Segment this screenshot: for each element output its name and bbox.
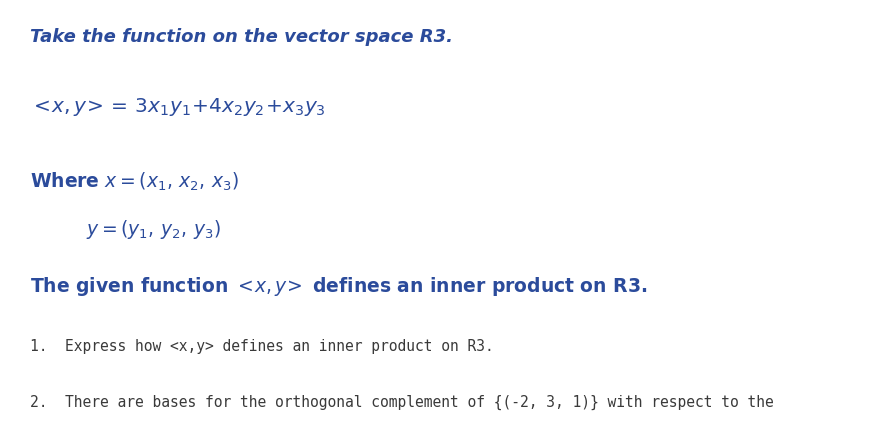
Text: The given function $<\!x,y\!>$ defines an inner product on R3.: The given function $<\!x,y\!>$ defines a… [30,275,647,298]
Text: Take the function on the vector space R3.: Take the function on the vector space R3… [30,28,453,46]
Text: $<\!x,y\!> = \,3x_1y_1\!+\!4x_2y_2\!+\!x_3y_3$: $<\!x,y\!> = \,3x_1y_1\!+\!4x_2y_2\!+\!x… [30,96,325,118]
Text: $\mathit{y} = (y_1,\, y_2,\, y_3)$: $\mathit{y} = (y_1,\, y_2,\, y_3)$ [86,217,221,240]
Text: 1.  Express how <x,y> defines an inner product on R3.: 1. Express how <x,y> defines an inner pr… [30,339,494,354]
Text: $\mathbf{Where}\ \mathit{x} = (x_1,\, x_2,\, x_3)$: $\mathbf{Where}\ \mathit{x} = (x_1,\, x_… [30,170,239,193]
Text: 2.  There are bases for the orthogonal complement of {(-2, 3, 1)} with respect t: 2. There are bases for the orthogonal co… [30,394,774,409]
